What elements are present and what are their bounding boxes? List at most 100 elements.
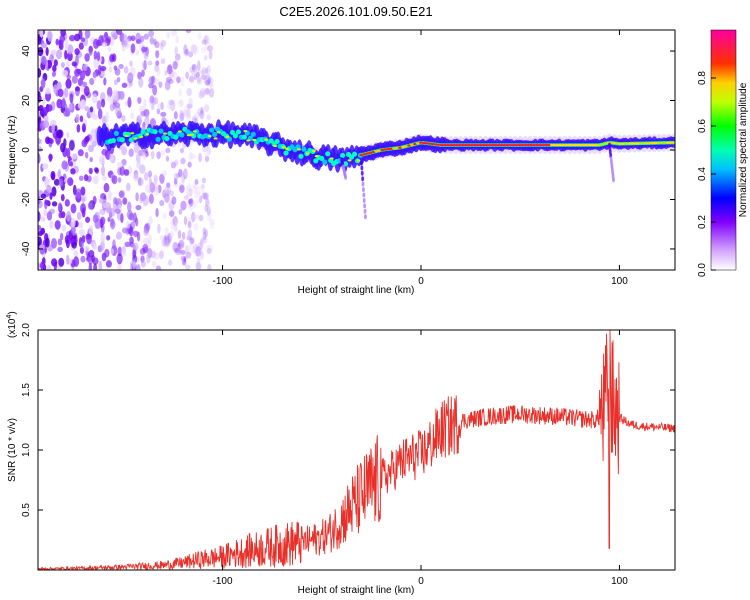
spectrogram-noise-blob <box>66 254 70 265</box>
spectrogram-noise-blob <box>178 100 184 108</box>
spectrogram-noise-blob <box>206 77 211 85</box>
spectrogram-noise-blob <box>189 66 194 73</box>
spectrogram-noise-blob <box>172 71 178 81</box>
spectrogram-noise-blob <box>165 77 171 85</box>
spectrogram-noise-blob <box>170 219 175 230</box>
spectrogram-noise-blob <box>135 217 139 227</box>
spectrogram-noise-blob <box>204 74 211 86</box>
spectrogram-noise-blob <box>151 260 157 268</box>
spectrogram-noise-blob <box>122 197 128 205</box>
spectrogram-noise-blob <box>133 143 140 154</box>
spectrogram-noise-blob <box>180 255 187 261</box>
spectrogram-noise-blob <box>141 46 148 53</box>
spectrogram-noise-blob <box>64 39 69 51</box>
spectrogram-noise-blob <box>207 147 212 155</box>
spectrogram-noise-blob <box>178 208 183 215</box>
spectrogram-noise-blob <box>180 200 187 211</box>
spectrogram-noise-blob <box>67 44 74 55</box>
spectrogram-noise-blob <box>66 132 70 139</box>
spectrogram-noise-blob <box>38 262 41 270</box>
spectrogram-ridge-core <box>657 141 662 145</box>
spectrogram-noise-blob <box>174 247 179 254</box>
spectrogram-noise-blob <box>192 115 198 121</box>
spectrogram-noise-blob <box>169 190 174 197</box>
spectrogram-ridge-core <box>448 143 453 147</box>
spectrogram-noise-blob <box>75 188 82 199</box>
spectrogram-noise-blob <box>109 104 115 112</box>
spectrogram-noise-blob <box>127 96 132 108</box>
spectrogram-x-label: Height of straight line (km) <box>298 285 415 296</box>
spectrogram-noise-blob <box>199 110 205 120</box>
spectrogram-noise-blob <box>198 214 204 222</box>
spectrogram-noise-blob <box>112 89 119 101</box>
spectrogram-ridge-core <box>130 132 135 135</box>
spectrogram-noise-blob <box>128 148 134 157</box>
spectrogram-ridge-core <box>386 148 391 151</box>
spectrogram-noise-blob <box>154 78 160 85</box>
spectrogram-noise-blob <box>136 157 142 168</box>
spectrogram-ridge-core <box>329 157 334 160</box>
spectrogram-noise-blob <box>121 145 127 156</box>
spectrogram-ridge-mid <box>342 161 349 167</box>
spectrogram-noise-blob <box>168 210 175 218</box>
spectrogram-ridge-core <box>490 143 495 147</box>
spectrogram-streak <box>362 187 365 193</box>
spectrogram-ridge-core <box>669 141 674 144</box>
spectrogram-noise-blob <box>203 88 210 96</box>
spectrogram-ridge-core <box>484 143 489 147</box>
spectrogram-noise-blob <box>135 204 142 211</box>
spectrogram-ridge-core <box>567 143 572 147</box>
spectrogram-noise-blob <box>200 69 205 75</box>
spectrogram-ridge-core <box>433 143 438 146</box>
spectrogram-noise-blob <box>186 87 193 97</box>
spectrogram-noise-blob <box>84 30 91 39</box>
spectrogram-noise-blob <box>92 257 99 265</box>
spectrogram-noise-blob <box>96 100 102 110</box>
spectrogram-noise-blob <box>169 230 174 239</box>
spectrogram-streak <box>360 165 364 171</box>
spectrogram-ridge-core <box>570 143 575 147</box>
spectrogram-noise-blob <box>188 51 194 58</box>
spectrogram-noise-blob <box>93 263 98 270</box>
spectrogram-ridge-core <box>487 143 492 147</box>
spectrogram-ridge-core <box>523 143 528 147</box>
spectrogram-ridge-core <box>163 132 168 135</box>
svg-text:(x104): (x104) <box>6 311 18 338</box>
spectrogram-noise-blob <box>49 192 53 200</box>
spectrogram-noise-blob <box>180 76 185 87</box>
spectrogram-noise-blob <box>118 63 124 70</box>
spectrogram-ridge-core <box>648 142 653 145</box>
spectrogram-noise-blob <box>56 98 63 109</box>
spectrogram-noise-blob <box>53 84 57 94</box>
spectrogram-noise-blob <box>201 177 206 184</box>
spectrogram-noise-blob <box>45 237 50 248</box>
spectrogram-noise-blob <box>51 201 58 207</box>
spectrogram-ridge-mid <box>194 129 200 135</box>
spectrogram-noise-blob <box>148 170 153 178</box>
spectrogram-noise-blob <box>79 115 84 123</box>
spectrogram-noise-blob <box>135 49 140 56</box>
spectrogram-noise-blob <box>140 260 146 268</box>
spectrogram-y-tick-label: 20 <box>21 95 32 107</box>
spectrogram-y-tick-label: -40 <box>21 241 32 256</box>
spectrogram-noise-blob <box>102 175 107 182</box>
spectrogram-noise-blob <box>194 178 199 186</box>
spectrogram-noise-blob <box>188 151 194 161</box>
spectrogram-noise-blob <box>173 177 178 185</box>
spectrogram-noise-blob <box>160 39 167 47</box>
spectrogram-noise-blob <box>196 257 201 265</box>
spectrogram-noise-blob <box>58 257 65 267</box>
spectrogram-noise-blob <box>160 111 167 117</box>
spectrogram-noise-blob <box>49 220 54 230</box>
spectrogram-noise-blob <box>38 196 41 205</box>
spectrogram-noise-blob <box>100 98 106 108</box>
spectrogram-noise-blob <box>165 76 172 83</box>
spectrogram-noise-blob <box>83 174 89 182</box>
spectrogram-y-tick-label: 0 <box>21 147 32 153</box>
spectrogram-ridge-core <box>505 143 510 147</box>
spectrogram-ridge-core <box>177 130 182 133</box>
spectrogram-noise-blob <box>139 196 144 204</box>
colorbar: 0.0 0.2 0.4 0.6 0.8 Normalized spectral ampl… <box>697 29 749 277</box>
spectrogram-x-tick-label: -100 <box>213 276 233 287</box>
spectrogram-noise-blob <box>206 65 211 75</box>
